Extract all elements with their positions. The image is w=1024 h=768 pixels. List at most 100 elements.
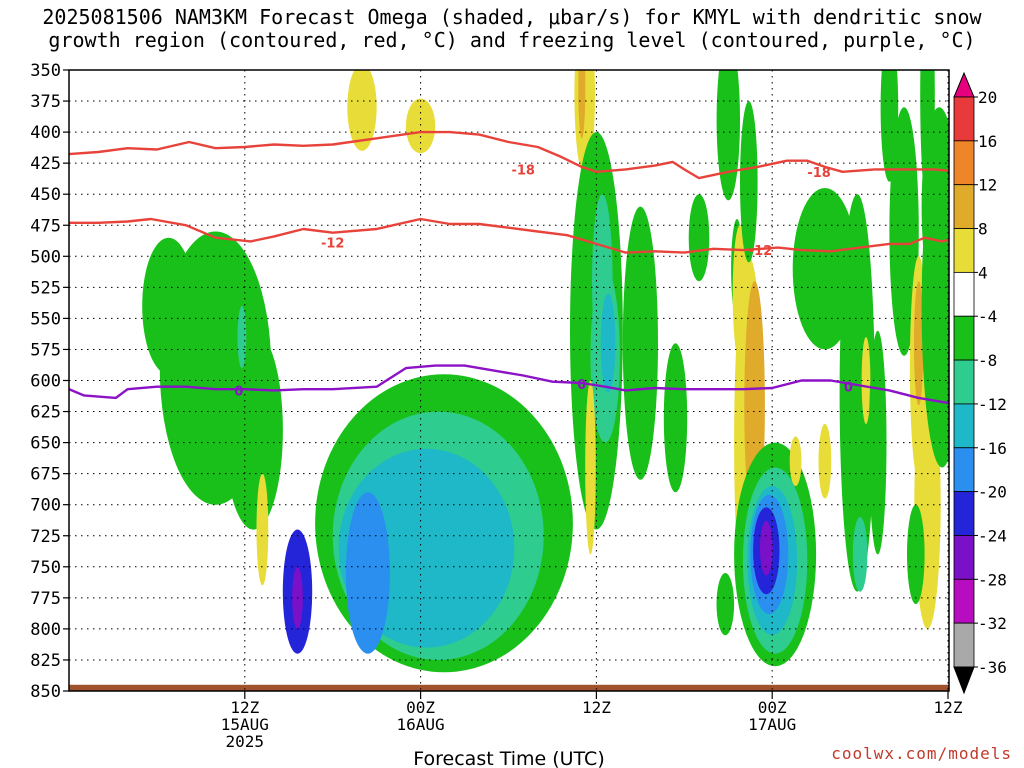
x-axis-title: Forecast Time (UTC) — [413, 748, 604, 768]
omega-region-10 — [345, 492, 390, 654]
colorbar-bin-13 — [953, 622, 975, 668]
omega-region-51 — [907, 504, 925, 605]
colorbar: 20 16 12 8 4 -4 -8 -12 -16 -20 -24 -28 -32 -36 — [953, 71, 1007, 695]
omega-region-6 — [256, 473, 269, 586]
y-tick-label-775: 775 — [30, 589, 61, 609]
y-tick-label-625: 625 — [30, 403, 61, 423]
colorbar-label-13: -36 — [978, 658, 1007, 677]
colorbar-bin-7 — [953, 359, 975, 405]
omega-region-37 — [818, 423, 832, 499]
colorbar-label-4: 4 — [978, 263, 988, 282]
omega-region-21 — [663, 343, 688, 493]
omega-region-19 — [585, 380, 596, 555]
contour-label-1-1: -12 — [749, 244, 773, 259]
y-tick-label-825: 825 — [30, 651, 61, 671]
omega-region-49 — [914, 281, 924, 406]
contour-label-2-0: 0 — [234, 384, 243, 399]
contour-label-2-2: 0 — [844, 381, 853, 396]
omega-region-18 — [600, 293, 616, 393]
y-tick-label-550: 550 — [30, 309, 61, 329]
colorbar-label-12: -32 — [978, 614, 1007, 633]
colorbar-bin-10 — [953, 491, 975, 536]
y-tick-label-750: 750 — [30, 558, 61, 578]
colorbar-bin-3 — [953, 184, 975, 229]
colorbar-label-6: -8 — [978, 351, 997, 370]
contour-label-2-1: 0 — [577, 378, 586, 393]
contour-label-0-0: -18 — [511, 163, 535, 178]
y-tick-label-475: 475 — [30, 216, 61, 236]
y-tick-label-500: 500 — [30, 247, 61, 267]
y-tick-label-600: 600 — [30, 372, 61, 392]
y-tick-label-675: 675 — [30, 465, 61, 485]
credit-text: coolwx.com/models — [831, 744, 1012, 763]
contour-label-1-0: -12 — [321, 237, 345, 252]
omega-region-2 — [224, 330, 283, 530]
omega-region-28 — [732, 225, 748, 362]
chart-title-line2: growth region (contoured, red, °C) and f… — [48, 28, 976, 52]
y-tick-label-850: 850 — [30, 682, 61, 702]
y-tick-label-450: 450 — [30, 185, 61, 205]
y-tick-label-725: 725 — [30, 527, 61, 547]
x-tick-label-24-1: 17AUG — [748, 715, 796, 734]
y-tick-label-375: 375 — [30, 92, 61, 112]
omega-region-5 — [405, 98, 436, 154]
colorbar-bin-5 — [953, 271, 975, 317]
colorbar-label-2: 12 — [978, 176, 997, 195]
omega-region-41 — [861, 337, 871, 424]
contour-label-0-1: -18 — [807, 166, 831, 181]
omega-region-22 — [688, 194, 710, 282]
omega-region-4 — [347, 70, 377, 151]
omega-region-23 — [716, 573, 735, 636]
ground-strip — [69, 684, 949, 691]
y-tick-label-525: 525 — [30, 278, 61, 298]
y-tick-label-575: 575 — [30, 340, 61, 360]
colorbar-bin-9 — [953, 447, 975, 493]
omega-region-42 — [868, 330, 887, 555]
y-tick-label-700: 700 — [30, 496, 61, 516]
colorbar-bin-1 — [953, 96, 975, 142]
colorbar-top-arrow — [953, 71, 975, 98]
y-tick-label-650: 650 — [30, 434, 61, 454]
x-tick-label-12-0: 00Z — [406, 698, 435, 717]
y-tick-label-400: 400 — [30, 123, 61, 143]
x-tick-label-30-0: 12Z — [934, 698, 963, 717]
colorbar-label-7: -12 — [978, 395, 1007, 414]
y-tick-label-800: 800 — [30, 620, 61, 640]
colorbar-label-8: -16 — [978, 439, 1007, 458]
colorbar-label-0: 20 — [978, 88, 997, 107]
colorbar-bin-11 — [953, 535, 975, 580]
omega-region-53 — [1010, 58, 1024, 108]
omega-region-35 — [759, 520, 773, 576]
colorbar-label-9: -20 — [978, 483, 1007, 502]
omega-region-36 — [789, 436, 802, 487]
omega-region-14 — [578, 70, 586, 139]
y-tick-label-350: 350 — [30, 61, 61, 81]
omega-region-3 — [237, 305, 247, 369]
colorbar-bin-2 — [953, 140, 975, 186]
colorbar-label-10: -24 — [978, 526, 1007, 545]
contour-dendritic-0 — [69, 130, 949, 180]
omega-region-24 — [716, 70, 740, 201]
colorbar-bin-12 — [953, 578, 975, 624]
omega-region-38 — [792, 188, 858, 350]
y-tick-label-425: 425 — [30, 154, 61, 174]
omega-region-20 — [622, 206, 659, 480]
omega-region-39 — [839, 194, 875, 592]
contour-dendritic-1 — [69, 217, 949, 254]
colorbar-bin-6 — [953, 315, 975, 361]
colorbar-label-1: 16 — [978, 132, 997, 151]
omega-region-44 — [880, 70, 899, 182]
chart-title-line1: 2025081506 NAM3KM Forecast Omega (shaded… — [42, 5, 982, 29]
omega-region-40 — [852, 517, 868, 592]
x-tick-label-6-0: 12Z — [230, 698, 259, 717]
x-tick-label-6-1: 15AUG — [221, 715, 269, 734]
colorbar-label-3: 8 — [978, 220, 988, 239]
colorbar-label-5: -4 — [978, 307, 997, 326]
contour-freezing-2 — [69, 364, 949, 405]
x-tick-label-18-0: 12Z — [582, 698, 611, 717]
colorbar-bin-4 — [953, 228, 975, 273]
colorbar-bottom-arrow — [953, 666, 975, 695]
colorbar-label-11: -28 — [978, 570, 1007, 589]
x-tick-label-6-2: 2025 — [226, 732, 265, 751]
